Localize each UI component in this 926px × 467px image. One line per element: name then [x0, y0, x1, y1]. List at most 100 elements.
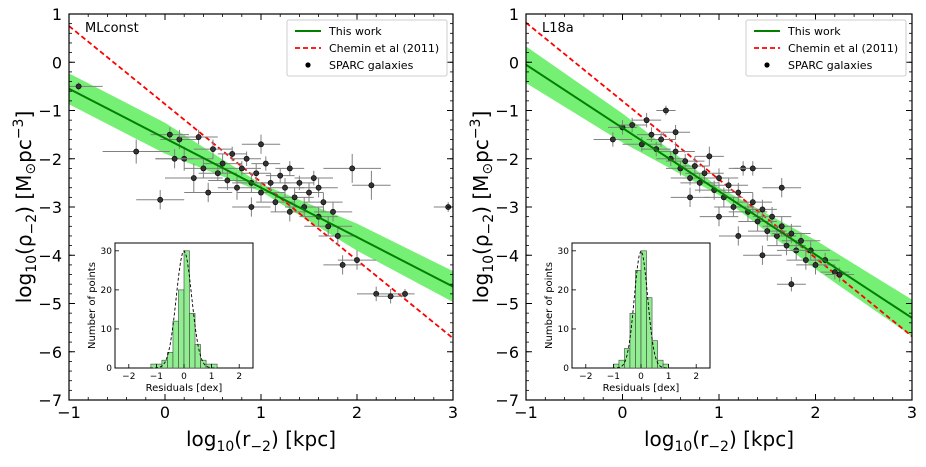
x-tick-label: 0	[160, 403, 170, 422]
point-marker	[157, 196, 164, 203]
point-marker	[672, 129, 679, 136]
data-point	[709, 178, 748, 193]
label-part: ) [M	[469, 175, 493, 214]
data-point	[304, 216, 353, 236]
point-marker	[75, 83, 82, 90]
label-part: ) [kpc]	[271, 427, 336, 451]
x-tick-label: −1	[514, 403, 538, 422]
point-marker	[320, 199, 327, 206]
label-part: −3	[468, 119, 484, 140]
y-tick-label: −6	[495, 343, 519, 362]
x-axis-label: log10(r−2) [kpc]	[186, 427, 336, 455]
data-point	[241, 163, 271, 183]
data-point	[232, 151, 261, 166]
x-tick-label: 2	[810, 403, 820, 422]
point-marker	[190, 175, 197, 181]
point-marker	[310, 175, 317, 181]
inset-y-tick-label: 30	[558, 247, 570, 257]
label-part: 10	[481, 255, 497, 273]
label-part: ) [M	[12, 175, 36, 214]
point-marker	[291, 194, 298, 201]
data-point	[318, 226, 357, 246]
y-tick-label: −5	[495, 295, 519, 314]
inset-x-tick-label: 2	[693, 372, 699, 382]
data-point	[237, 182, 285, 203]
point-marker	[195, 134, 202, 140]
data-point	[656, 105, 676, 116]
point-marker	[296, 179, 303, 186]
point-marker	[267, 179, 274, 186]
point-marker	[735, 233, 742, 239]
point-marker	[238, 165, 245, 172]
gaussian-fit	[572, 249, 710, 369]
data-point	[232, 197, 271, 217]
data-point	[155, 149, 194, 169]
label-part: −2	[708, 439, 729, 455]
y-tick-label: −4	[38, 246, 62, 265]
point-marker	[200, 165, 207, 172]
point-marker	[769, 213, 775, 220]
point-marker	[629, 122, 636, 128]
data-point	[323, 255, 362, 275]
label-part: 10	[216, 439, 234, 455]
data-point	[304, 192, 343, 212]
point-marker	[759, 206, 766, 213]
data-point	[337, 250, 377, 270]
point-marker	[643, 117, 650, 124]
inset-y-tick-label: 20	[101, 286, 113, 296]
data-point	[294, 170, 333, 186]
y-tick-label: −6	[38, 343, 62, 362]
point-marker	[373, 290, 380, 297]
y-tick-label: −7	[38, 391, 62, 410]
data-point	[275, 161, 305, 176]
y-axis-label: log10(ρ−2) [M⊙pc−3]	[11, 111, 40, 304]
inset-x-tick-label: 0	[181, 372, 187, 382]
x-tick-label: 1	[714, 403, 724, 422]
data-point	[217, 146, 247, 162]
point-marker	[334, 233, 341, 239]
point-marker	[315, 184, 322, 191]
data-point	[656, 141, 695, 162]
inset-x-tick-label: −2	[579, 372, 592, 382]
inset-x-tick-label: −1	[150, 372, 163, 382]
inset-x-tick-label: −2	[122, 372, 135, 382]
point-marker	[214, 170, 221, 177]
data-point	[184, 158, 223, 179]
legend-box	[286, 19, 448, 77]
point-marker	[798, 237, 804, 244]
point-marker	[277, 172, 284, 179]
label-part: (ρ	[12, 234, 36, 255]
label-part: ]	[12, 111, 36, 119]
point-marker	[783, 242, 790, 249]
y-tick-label: 0	[52, 53, 62, 72]
point-marker	[802, 257, 809, 263]
point-marker	[716, 175, 722, 181]
label-part: log	[469, 273, 493, 304]
data-point	[699, 168, 739, 188]
point-marker	[354, 257, 360, 263]
point-marker	[687, 194, 693, 201]
data-point	[376, 289, 405, 304]
label-part: log	[12, 273, 36, 304]
inset-x-tick-label: 0	[638, 372, 644, 382]
point-marker	[831, 269, 838, 276]
point-marker	[330, 208, 336, 215]
point-marker	[759, 252, 766, 259]
histogram-bar	[172, 320, 179, 369]
legend-entry: This work	[787, 25, 841, 38]
data-point	[743, 245, 782, 265]
y-tick-label: −3	[38, 198, 62, 217]
data-point	[203, 153, 242, 174]
label-part: log	[644, 427, 675, 451]
legend-entry: Chemin et al (2011)	[329, 42, 439, 55]
data-point	[265, 178, 305, 198]
x-tick-label: −1	[57, 403, 81, 422]
legend: This work Chemin et al (2011) SPARC galaxi…	[745, 19, 907, 77]
point-marker	[730, 204, 737, 210]
fit-line	[69, 87, 453, 288]
data-point	[719, 226, 758, 246]
point-marker	[672, 148, 679, 155]
inset-y-label: Number of points	[87, 262, 98, 349]
data-point	[670, 187, 710, 207]
point-marker	[258, 141, 264, 148]
